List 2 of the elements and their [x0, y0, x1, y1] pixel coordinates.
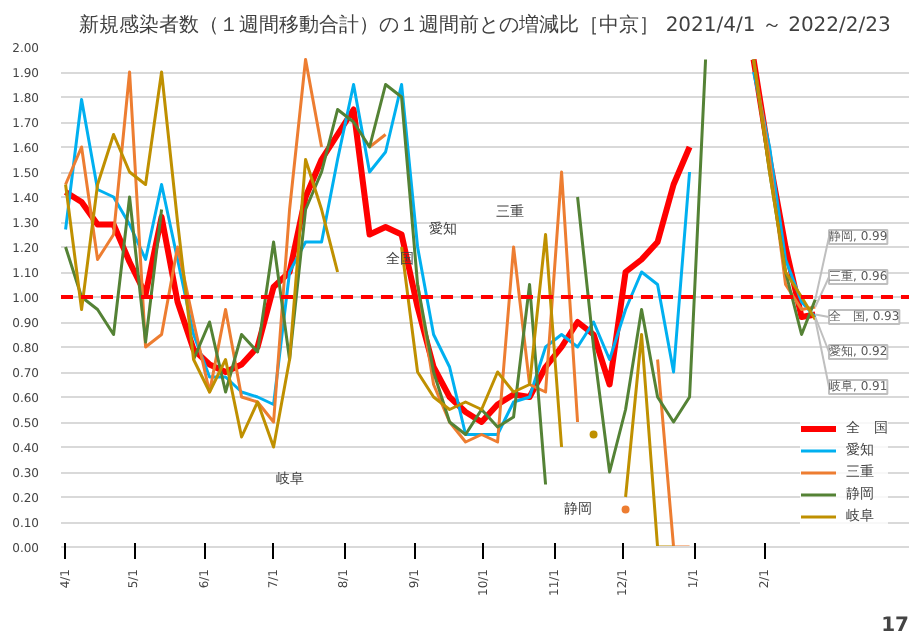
chart-title: 新規感染者数（１週間移動合計）の１週間前との増減比［中京］ 2021/4/1 ～ 2022/2/23 [79, 13, 891, 37]
text: 17 [881, 615, 910, 637]
